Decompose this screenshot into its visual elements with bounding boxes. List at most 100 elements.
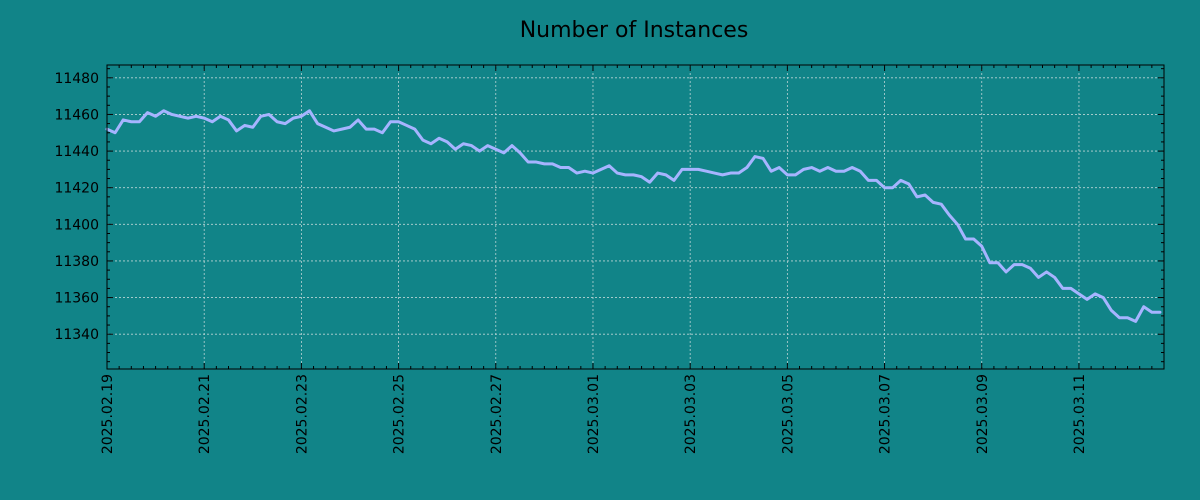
data-point — [583, 170, 587, 173]
data-point — [1021, 263, 1024, 266]
data-point — [721, 173, 724, 177]
data-point — [389, 120, 392, 123]
data-point — [162, 109, 165, 112]
data-point — [956, 223, 959, 226]
data-point — [267, 113, 271, 116]
data-point — [729, 171, 732, 175]
data-point — [940, 202, 943, 206]
x-tick-label: 2025.02.25 — [392, 374, 408, 454]
data-point — [818, 170, 821, 173]
data-point — [510, 144, 514, 147]
data-point — [834, 170, 838, 173]
data-point — [753, 155, 757, 158]
data-point — [915, 195, 919, 199]
data-point — [381, 131, 384, 134]
data-point — [1012, 263, 1016, 266]
data-point — [591, 171, 595, 175]
x-tick-label: 2025.02.23 — [294, 374, 310, 454]
data-point — [421, 138, 425, 142]
data-point — [283, 122, 287, 125]
axis-ticks — [106, 65, 1165, 369]
data-point — [1037, 276, 1040, 279]
data-point — [697, 168, 700, 171]
data-point — [794, 173, 797, 177]
data-point — [535, 160, 538, 164]
data-point — [875, 179, 878, 182]
data-point — [745, 166, 749, 169]
data-point — [429, 142, 433, 145]
data-point — [454, 148, 457, 151]
x-axis-tick-labels: 2025.02.19 2025.02.21 2025.02.23 2025.02.25… — [100, 374, 1088, 454]
y-tick-label: 11420 — [54, 181, 99, 197]
data-point — [883, 186, 886, 189]
data-point — [308, 109, 311, 112]
data-point — [648, 181, 651, 184]
data-point — [826, 166, 830, 169]
y-tick-label: 11480 — [54, 71, 99, 87]
data-point — [462, 142, 465, 145]
data-point — [470, 144, 473, 147]
data-point — [640, 175, 643, 178]
data-point — [1053, 276, 1056, 279]
data-point — [518, 151, 522, 155]
data-point — [907, 182, 911, 186]
data-point — [1142, 305, 1145, 308]
data-point — [713, 171, 716, 175]
data-point — [251, 126, 254, 129]
data-point — [664, 173, 668, 177]
data-point — [154, 115, 157, 118]
data-point — [502, 151, 506, 155]
data-point — [243, 124, 246, 127]
y-tick-label: 11340 — [54, 327, 99, 343]
data-point — [786, 173, 789, 177]
data-point — [122, 118, 125, 122]
data-point — [445, 140, 449, 144]
y-tick-label: 11380 — [54, 254, 99, 270]
data-point — [364, 127, 368, 131]
y-tick-label: 11400 — [54, 217, 99, 233]
data-point — [972, 237, 975, 241]
data-point — [324, 126, 327, 129]
data-point — [559, 166, 562, 169]
data-point — [478, 149, 481, 153]
data-point — [980, 245, 983, 248]
data-point — [1150, 311, 1154, 314]
data-point — [259, 115, 263, 118]
x-tick-label: 2025.03.07 — [878, 374, 894, 454]
data-point — [437, 137, 441, 140]
data-point — [1126, 316, 1129, 319]
y-tick-label: 11440 — [54, 144, 99, 160]
data-point — [203, 116, 206, 120]
data-point — [1069, 287, 1073, 290]
data-point — [688, 168, 692, 171]
data-point — [405, 124, 408, 127]
data-point — [948, 213, 951, 217]
data-point — [705, 170, 708, 173]
data-point — [964, 237, 967, 241]
data-point — [373, 127, 376, 131]
x-tick-label: 2025.03.11 — [1072, 374, 1088, 454]
data-point — [413, 127, 416, 131]
data-point — [348, 126, 352, 129]
data-point — [113, 131, 117, 134]
data-point — [300, 115, 303, 118]
data-point — [859, 170, 862, 173]
data-point — [769, 170, 773, 173]
data-point — [1118, 316, 1121, 319]
data-point — [891, 186, 894, 189]
x-tick-label: 2025.02.27 — [489, 374, 505, 454]
data-point — [526, 160, 530, 164]
data-point — [1045, 270, 1048, 274]
x-tick-label: 2025.03.01 — [586, 374, 602, 454]
data-point — [923, 193, 927, 197]
data-point — [494, 148, 497, 151]
data-point — [178, 115, 182, 118]
x-tick-label: 2025.02.21 — [197, 374, 213, 454]
data-point — [672, 179, 676, 182]
data-point — [1085, 298, 1089, 301]
data-point — [543, 162, 546, 166]
data-point — [778, 166, 781, 169]
data-point — [1029, 267, 1032, 270]
data-point — [1004, 270, 1008, 274]
